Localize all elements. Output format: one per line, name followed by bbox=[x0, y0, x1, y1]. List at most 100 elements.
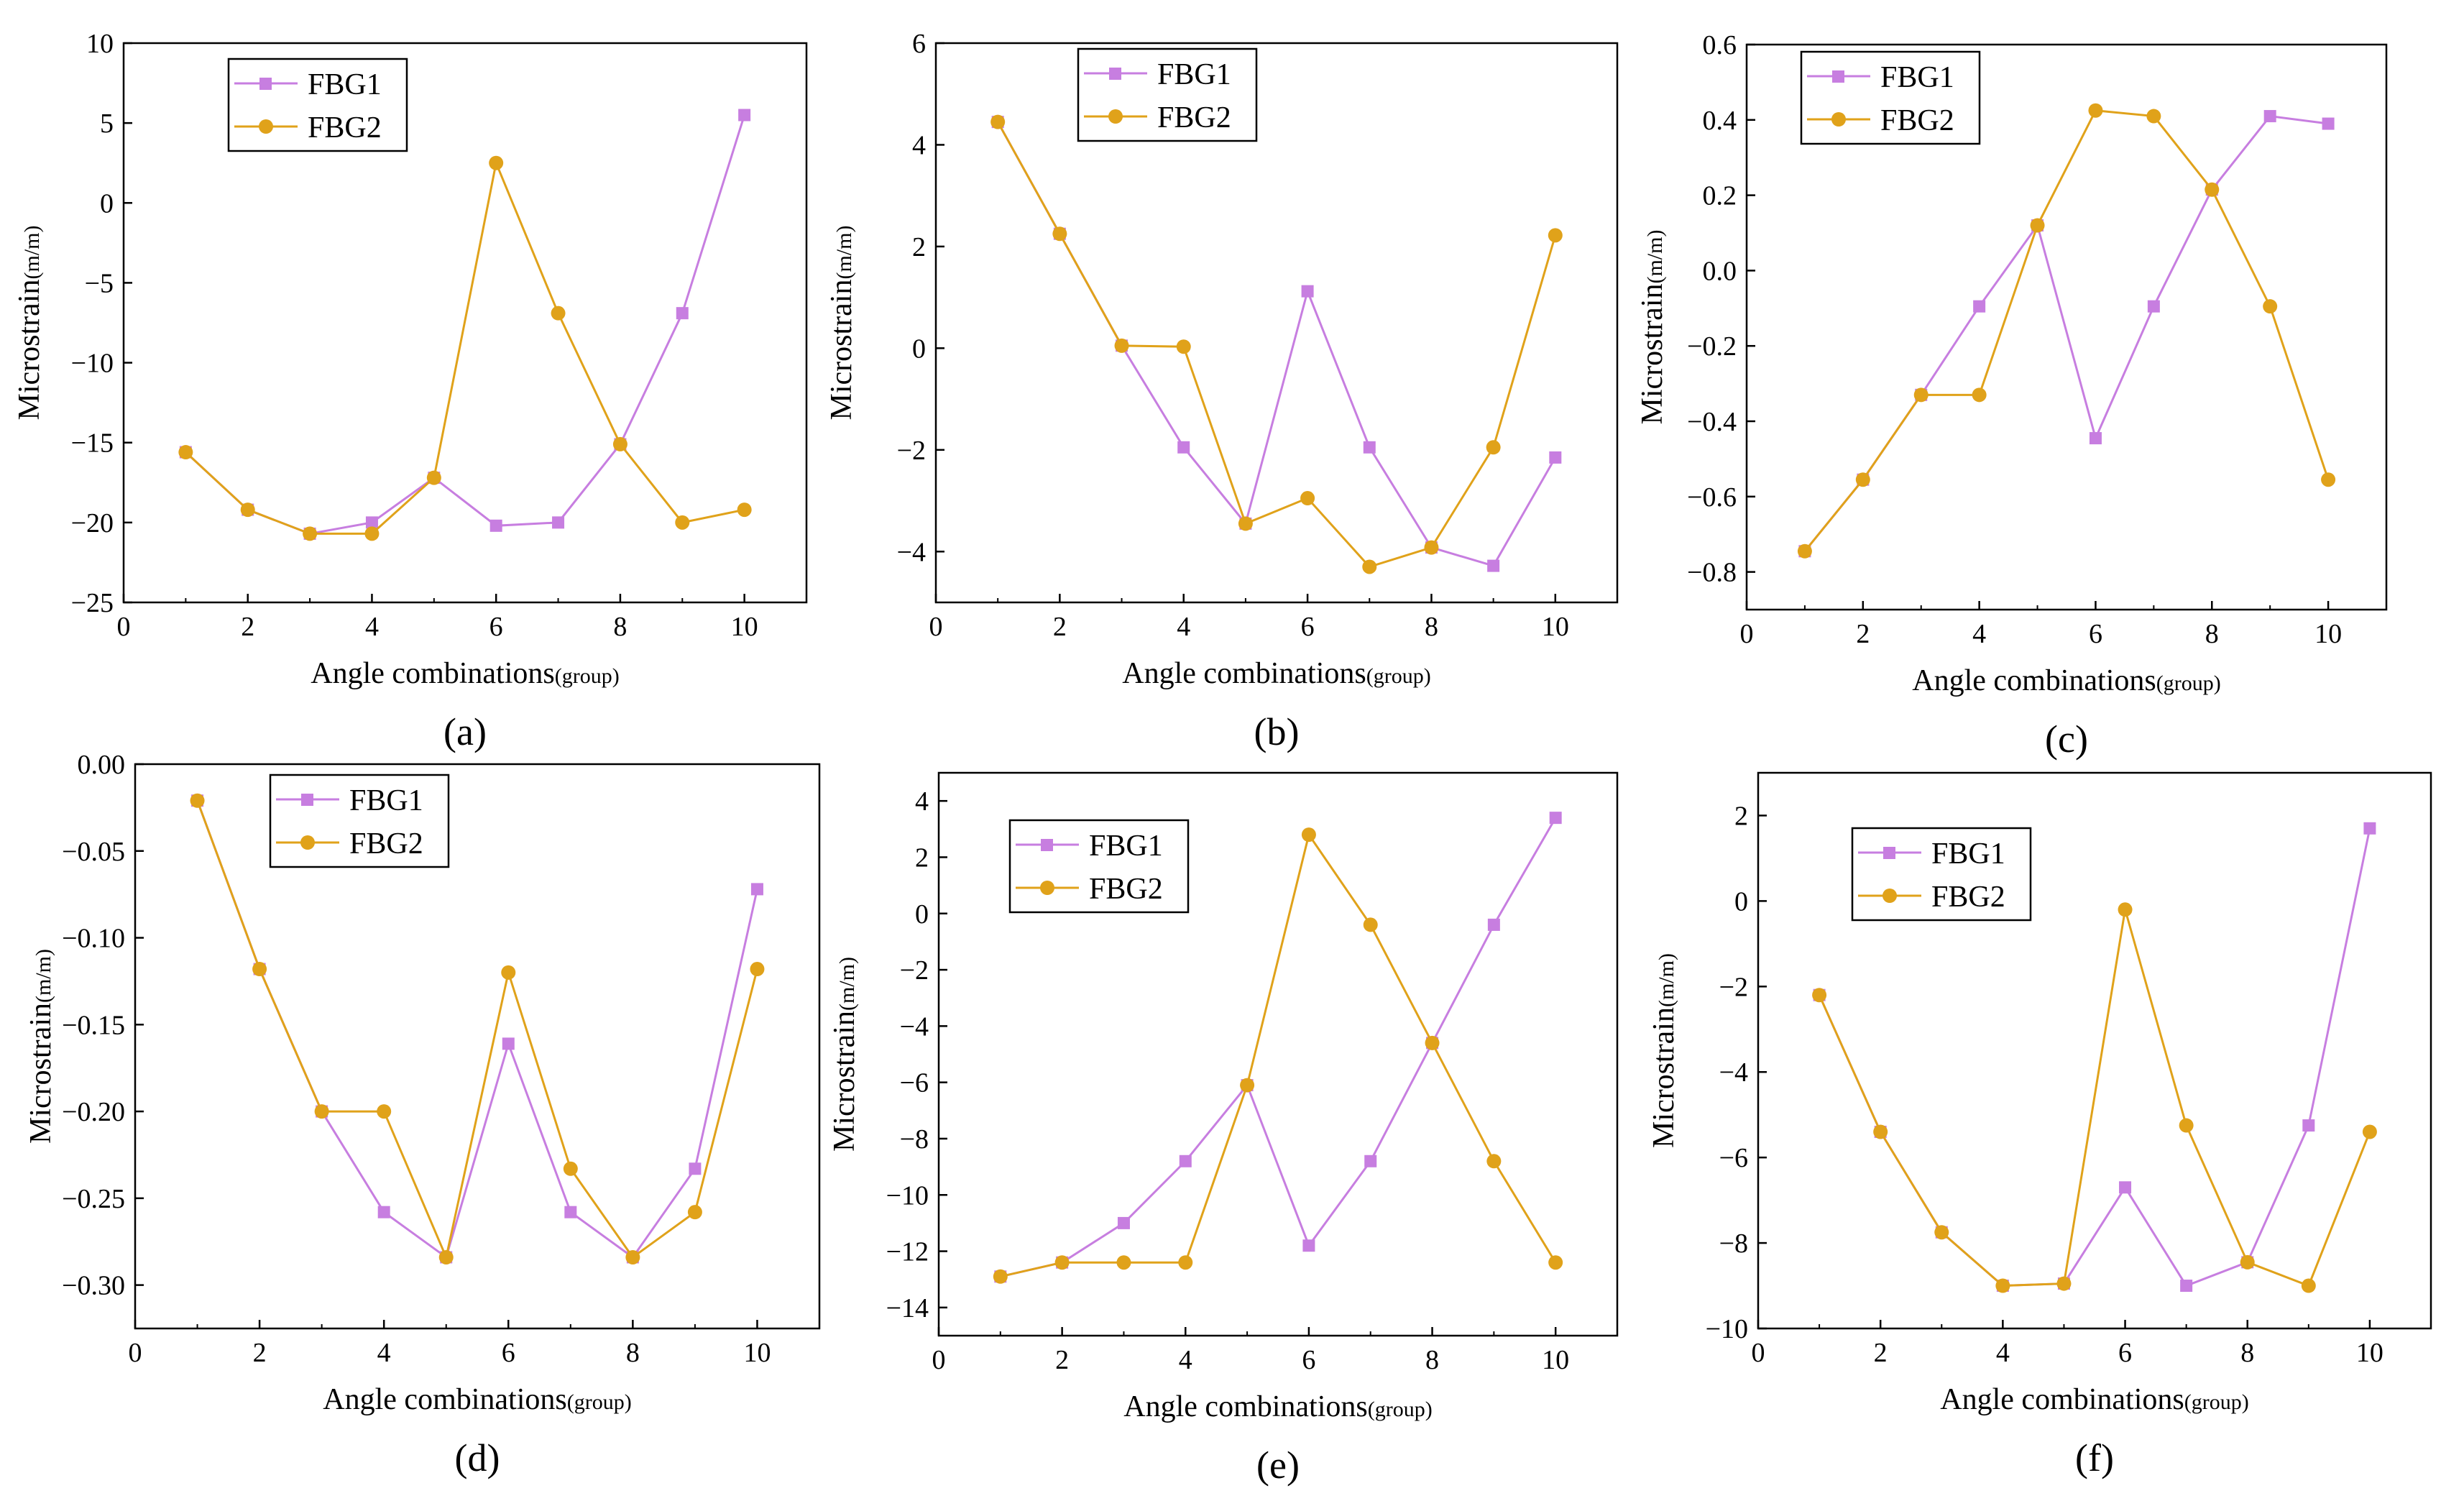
y-axis-label-text: Microstrain bbox=[828, 1011, 861, 1152]
series-line-fbg2 bbox=[185, 159, 745, 535]
y-tick-label: 0 bbox=[912, 334, 926, 364]
data-point-fbg2 bbox=[1052, 226, 1067, 242]
data-point-fbg2 bbox=[1548, 228, 1563, 243]
y-tick-label: −2 bbox=[897, 436, 926, 466]
legend: FBG1 FBG2 bbox=[269, 774, 450, 868]
data-point-fbg2 bbox=[993, 1269, 1008, 1284]
legend-label: FBG1 bbox=[1157, 58, 1231, 91]
data-point-fbg2 bbox=[563, 1161, 578, 1176]
y-tick-label: −0.20 bbox=[62, 1097, 125, 1127]
y-tick-label: 6 bbox=[912, 29, 926, 59]
data-point-fbg2 bbox=[1362, 559, 1377, 574]
legend-box bbox=[269, 774, 450, 868]
data-point-fbg2 bbox=[687, 1205, 702, 1220]
panel-label: (b) bbox=[1254, 710, 1300, 753]
x-tick-label: 4 bbox=[1996, 1338, 2010, 1368]
y-axis-label: Microstrain(m/m) bbox=[1647, 953, 1681, 1148]
x-tick-label: 4 bbox=[365, 612, 379, 642]
data-point-fbg2 bbox=[501, 965, 516, 980]
legend-label: FBG1 bbox=[1880, 61, 1954, 94]
x-axis-label-text: Angle combinations bbox=[1123, 1390, 1367, 1423]
y-tick-label: 2 bbox=[912, 232, 926, 262]
x-axis-label-text: Angle combinations bbox=[1940, 1383, 2184, 1416]
legend-label: FBG1 bbox=[1089, 830, 1163, 863]
data-point-fbg2 bbox=[2179, 1118, 2194, 1133]
y-tick-label: −14 bbox=[886, 1293, 929, 1323]
y-tick-label: −0.6 bbox=[1687, 482, 1737, 513]
chart-panel-c: 0 2 4 6 8 10 −0.8 −0.6 −0.4 −0.2 0.0 0.2 0.4 0.6 Angle… bbox=[1636, 30, 2388, 761]
x-tick-label: 0 bbox=[117, 612, 131, 642]
legend-marker bbox=[300, 835, 315, 850]
data-point-fbg2 bbox=[489, 155, 504, 170]
legend-label: FBG2 bbox=[1089, 873, 1163, 906]
data-point-fbg2 bbox=[675, 515, 690, 530]
x-axis-label: Angle combinations(group) bbox=[311, 657, 619, 690]
data-point-fbg2 bbox=[426, 470, 441, 485]
x-axis-label-unit: (group) bbox=[567, 1390, 632, 1414]
y-tick-label: 4 bbox=[912, 130, 926, 160]
x-tick-label: 0 bbox=[929, 612, 943, 642]
data-point-fbg2 bbox=[1240, 1078, 1255, 1093]
series-line-fbg2 bbox=[1818, 909, 2371, 1287]
series-line-fbg1 bbox=[1803, 114, 2329, 552]
data-point-fbg1 bbox=[750, 883, 763, 896]
y-axis-label-unit: (m/m) bbox=[1655, 953, 1678, 1007]
panel-label: (e) bbox=[1256, 1443, 1300, 1487]
x-axis-label: Angle combinations(group) bbox=[1123, 1390, 1432, 1423]
plot-frame bbox=[1745, 43, 2388, 611]
legend-marker bbox=[1832, 70, 1844, 83]
data-point-fbg2 bbox=[1116, 1255, 1131, 1270]
data-point-fbg2 bbox=[1054, 1255, 1070, 1270]
data-point-fbg2 bbox=[737, 502, 752, 518]
x-axis-label-unit: (group) bbox=[1366, 664, 1431, 688]
x-tick-label: 0 bbox=[129, 1338, 142, 1368]
panel-label: (c) bbox=[2045, 717, 2088, 761]
legend-box bbox=[1077, 47, 1258, 142]
data-point-fbg1 bbox=[1302, 1239, 1315, 1252]
x-tick-label: 6 bbox=[502, 1338, 515, 1368]
plot-frame bbox=[1757, 771, 2432, 1330]
x-axis-label-text: Angle combinations bbox=[323, 1383, 566, 1416]
legend-label: FBG1 bbox=[1931, 837, 2005, 871]
y-tick-label: −0.05 bbox=[62, 837, 125, 867]
x-tick-label: 4 bbox=[1179, 1345, 1192, 1375]
y-tick-label: 0.00 bbox=[78, 750, 126, 780]
y-axis-label-text: Microstrain bbox=[1647, 1007, 1681, 1148]
data-point-fbg2 bbox=[1301, 827, 1316, 843]
data-point-fbg1 bbox=[1487, 918, 1500, 931]
x-tick-label: 8 bbox=[2240, 1338, 2254, 1368]
y-axis-label: Microstrain(m/m) bbox=[13, 226, 46, 421]
data-point-fbg2 bbox=[625, 1249, 640, 1264]
x-tick-label: 4 bbox=[377, 1338, 391, 1368]
data-point-fbg1 bbox=[676, 307, 689, 320]
y-axis-label-text: Microstrain bbox=[1636, 284, 1669, 425]
data-point-fbg2 bbox=[2146, 109, 2161, 124]
plot-frame bbox=[134, 763, 821, 1330]
data-point-fbg2 bbox=[252, 962, 267, 977]
x-tick-label: 2 bbox=[253, 1338, 267, 1368]
x-axis-label-unit: (group) bbox=[555, 664, 620, 688]
y-tick-label: 5 bbox=[100, 109, 114, 139]
data-point-fbg1 bbox=[2302, 1119, 2315, 1132]
x-axis-label: Angle combinations(group) bbox=[1940, 1383, 2248, 1416]
series-line-fbg1 bbox=[996, 121, 1557, 567]
data-point-fbg2 bbox=[990, 114, 1006, 129]
x-axis-label-unit: (group) bbox=[2156, 671, 2221, 695]
y-tick-label: −0.8 bbox=[1687, 558, 1737, 588]
data-point-fbg2 bbox=[1797, 543, 1812, 559]
y-tick-label: 0 bbox=[915, 899, 929, 929]
data-point-fbg2 bbox=[1425, 1035, 1440, 1050]
x-tick-label: 10 bbox=[2356, 1338, 2383, 1368]
x-tick-label: 2 bbox=[1053, 612, 1067, 642]
legend-label: FBG2 bbox=[1880, 104, 1954, 137]
y-axis-label-text: Microstrain bbox=[13, 280, 46, 421]
y-tick-label: 0 bbox=[1734, 886, 1748, 917]
x-tick-label: 2 bbox=[1856, 619, 1870, 649]
y-tick-label: −4 bbox=[1719, 1057, 1748, 1088]
x-tick-label: 0 bbox=[932, 1345, 946, 1375]
y-axis-label: Microstrain(m/m) bbox=[825, 226, 858, 421]
data-point-fbg1 bbox=[2119, 1181, 2132, 1194]
y-axis-label: Microstrain(m/m) bbox=[24, 949, 58, 1144]
data-point-fbg2 bbox=[1363, 917, 1378, 932]
